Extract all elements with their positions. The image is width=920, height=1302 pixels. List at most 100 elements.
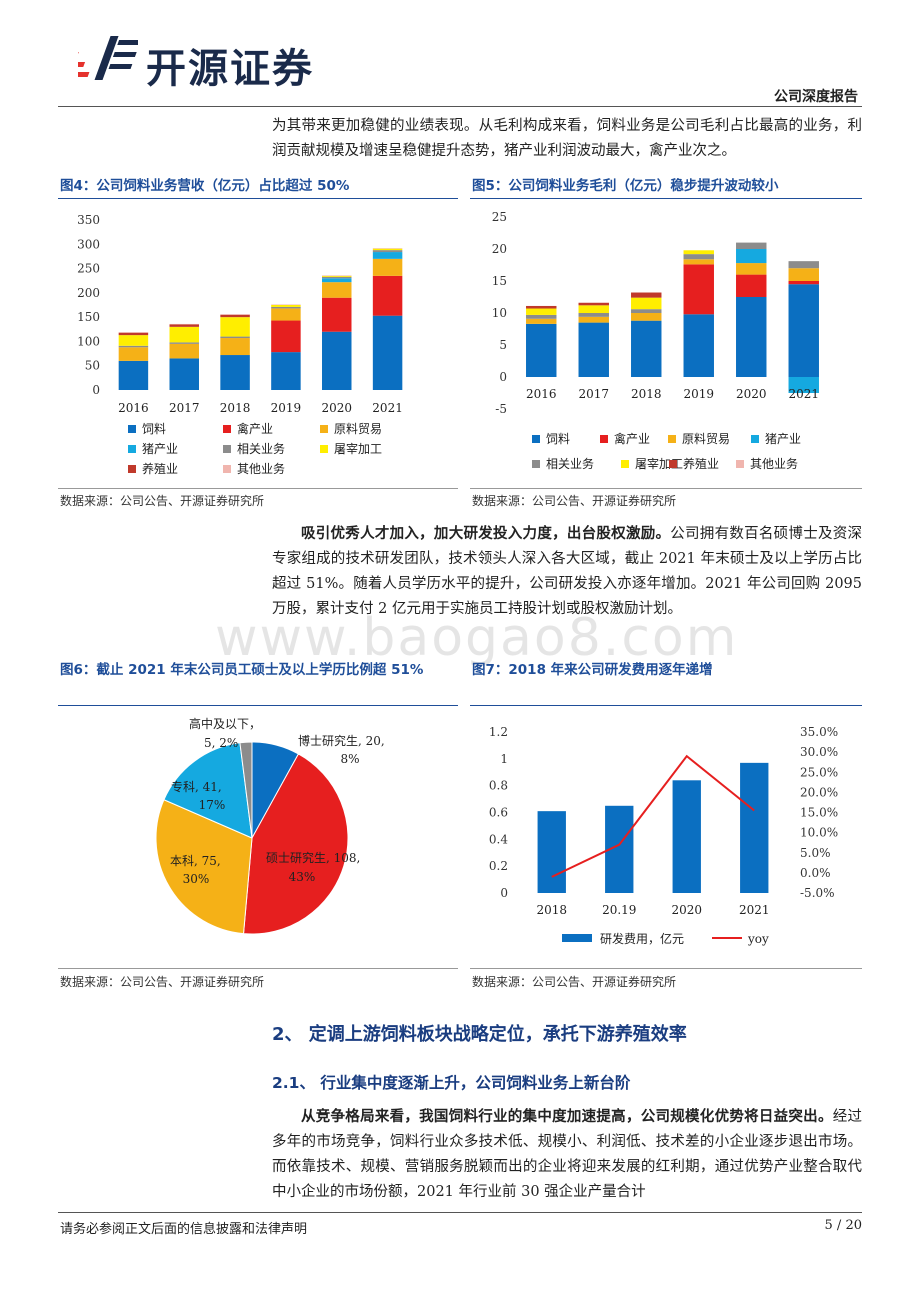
fig4-bottom-rule: [58, 488, 458, 489]
y-tick-label: 50: [85, 359, 100, 373]
fig4-chart: 0 50 100 150 200 250 300 350 2016 2017 2018 2019 202…: [77, 213, 403, 476]
y-tick-label: 100: [77, 334, 100, 348]
bar-segment: [683, 254, 714, 260]
footer-rule: [58, 1212, 862, 1213]
talent-paragraph: 吸引优秀人才加入，加大研发投入力度，出台股权激励。公司拥有数百名硕博士及资深专家…: [272, 521, 862, 622]
y-tick-label: 250: [77, 262, 100, 276]
x-tick-label: 2018: [536, 903, 567, 917]
bar-segment: [322, 276, 352, 279]
bar-segment: [526, 308, 557, 315]
talent-paragraph-body: 公司拥有数百名硕博士及资深专家组成的技术研发团队，技术领头人深入各大区域，截止 …: [272, 526, 863, 617]
pie-label: 高中及以下，: [189, 716, 261, 731]
talent-paragraph-lead: 吸引优秀人才加入，加大研发投入力度，出台股权激励。: [301, 525, 671, 542]
fig6-bottom-rule: [58, 968, 458, 969]
bar-segment: [631, 313, 662, 321]
bar-segment: [118, 345, 149, 348]
y-tick-label: 150: [77, 310, 100, 324]
bar-segment: [788, 261, 819, 269]
legend-label: 养殖业: [142, 461, 178, 476]
bar-segment: [578, 316, 609, 323]
bar-segment: [372, 252, 403, 259]
pie-label: 本科, 75,: [170, 854, 221, 868]
bar-segment: [322, 331, 352, 390]
x-tick-label: 2017: [169, 401, 200, 415]
legend-swatch: [128, 465, 136, 473]
y2-tick-label: 35.0%: [800, 725, 838, 739]
bar: [672, 780, 701, 893]
legend-label: 相关业务: [237, 441, 285, 456]
bar-segment: [220, 314, 250, 315]
legend-label: 饲料: [142, 422, 166, 436]
bar-segment: [271, 352, 301, 390]
y-tick-label: 10: [492, 306, 507, 320]
bar-segment: [169, 358, 199, 390]
legend-label: 养殖业: [683, 456, 719, 471]
bar-segment: [578, 322, 609, 377]
legend-label: 其他业务: [750, 456, 798, 471]
competition-paragraph-body: 经过多年的市场竞争，饲料行业众多技术低、规模小、利润低、技术差的小企业逐步退出市…: [272, 1109, 863, 1200]
y-tick-label: 0.4: [489, 832, 508, 846]
bar-segment: [578, 313, 609, 317]
y2-tick-label: -5.0%: [800, 886, 835, 900]
pie-label: 43%: [289, 870, 316, 884]
fig4-title-rule: [58, 198, 458, 199]
fig7-source: 数据来源：公司公告、开源证券研究所: [472, 975, 677, 989]
legend-swatch: [532, 460, 540, 468]
y2-tick-label: 0.0%: [800, 866, 831, 880]
fig6-source: 数据来源：公司公告、开源证券研究所: [60, 975, 265, 989]
x-tick-label: 2021: [739, 903, 770, 917]
page-number: 5 / 20: [824, 1218, 862, 1233]
fig4-title: 图4：公司饲料业务营收（亿元）占比超过 50%: [60, 178, 350, 194]
bar-segment: [788, 268, 819, 281]
legend-swatch: [736, 460, 744, 468]
x-tick-label: 2021: [372, 401, 403, 415]
bar-segment: [372, 248, 403, 251]
watermark: www.baogao8.com: [215, 608, 739, 668]
bar-segment: [220, 317, 250, 337]
legend-label: 原料贸易: [334, 422, 382, 436]
header-rule: [58, 106, 862, 107]
bar-segment: [322, 275, 352, 276]
section-2-1-title: 2.1、 行业集中度逐渐上升，公司饲料业务上新台阶: [272, 1074, 631, 1092]
bar-segment: [169, 323, 199, 325]
bar-segment: [683, 259, 714, 265]
bar-segment: [578, 305, 609, 313]
bar-segment: [631, 320, 662, 377]
bar-segment: [220, 336, 250, 339]
fig7-bottom-rule: [470, 968, 862, 969]
section-2-title: 2、 定调上游饲料板块战略定位，承托下游养殖效率: [272, 1024, 687, 1045]
x-tick-label: 2018: [631, 387, 662, 401]
legend-label: 相关业务: [546, 456, 594, 471]
bar-segment: [788, 284, 819, 377]
report-type: 公司深度报告: [774, 89, 858, 105]
logo: [68, 32, 142, 84]
legend-swatch: [600, 435, 608, 443]
bar-segment: [169, 324, 199, 327]
bar-segment: [169, 326, 199, 343]
x-tick-label: 20.19: [602, 903, 636, 917]
fig4-source: 数据来源：公司公告、开源证券研究所: [60, 494, 265, 508]
legend-label: yoy: [747, 932, 769, 946]
bar-segment: [788, 281, 819, 285]
y-tick-label: 1: [500, 752, 508, 766]
bar-segment: [118, 347, 149, 361]
x-tick-label: 2020: [671, 903, 702, 917]
bar-segment: [631, 309, 662, 313]
brand-name: 开源证券: [146, 46, 314, 92]
y-tick-label: 5: [499, 338, 507, 352]
bar-segment: [526, 323, 557, 377]
bar-segment: [683, 250, 714, 255]
pie-slice: [239, 741, 253, 839]
x-tick-label: 2016: [526, 387, 557, 401]
y2-tick-label: 20.0%: [800, 785, 838, 799]
y-tick-label: 15: [492, 274, 507, 288]
bar-segment: [788, 377, 819, 393]
legend-label: 饲料: [546, 432, 570, 446]
bar-segment: [631, 297, 662, 310]
y2-tick-label: 30.0%: [800, 745, 838, 759]
fig6-title: 图6：截止 2021 年末公司员工硕士及以上学历比例超 51%: [60, 662, 424, 678]
competition-paragraph-lead: 从竞争格局来看，我国饲料行业的集中度加速提高，公司规模化优势将日益突出。: [301, 1108, 833, 1125]
bar-segment: [736, 249, 767, 264]
y-tick-label: 20: [492, 242, 507, 256]
bar-segment: [372, 258, 403, 276]
